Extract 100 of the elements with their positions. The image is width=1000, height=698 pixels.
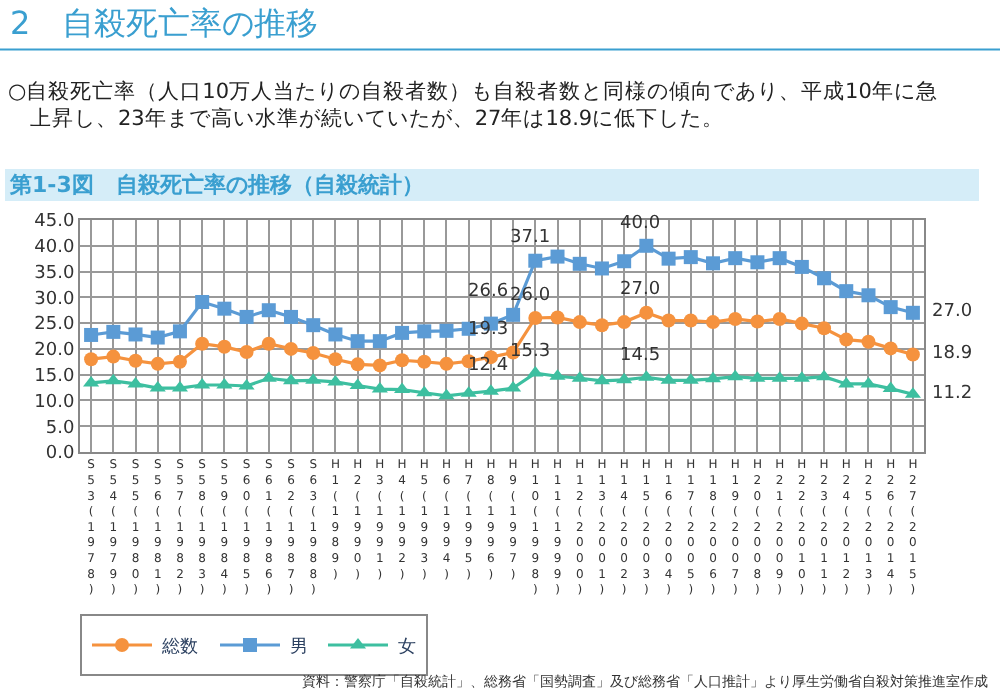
legend-label: 総数 — [160, 636, 198, 659]
point — [172, 324, 187, 339]
point — [572, 315, 587, 330]
point — [639, 305, 654, 320]
point — [195, 294, 210, 309]
point — [195, 336, 210, 351]
point — [883, 341, 898, 356]
point — [683, 250, 698, 265]
point — [772, 311, 787, 326]
point — [439, 356, 454, 371]
point — [106, 349, 121, 364]
point — [84, 327, 99, 342]
y-tick-label: 5.0 — [45, 418, 75, 439]
point — [750, 255, 765, 270]
point — [617, 315, 632, 330]
point — [172, 354, 187, 369]
point — [439, 323, 454, 338]
annotation: 11.2 — [932, 384, 973, 404]
point — [239, 309, 254, 324]
point — [706, 256, 720, 271]
point — [350, 334, 365, 349]
y-tick-label: 20.0 — [34, 341, 75, 362]
point — [905, 347, 920, 362]
point — [327, 374, 344, 386]
point — [550, 249, 565, 264]
point — [839, 332, 854, 347]
y-tick-label: 30.0 — [34, 289, 75, 310]
point — [528, 253, 543, 268]
point — [127, 376, 144, 388]
point — [372, 358, 387, 373]
point — [284, 309, 298, 324]
point — [372, 334, 387, 349]
point — [216, 377, 233, 389]
point — [728, 251, 743, 266]
point — [239, 344, 254, 359]
point — [194, 377, 211, 389]
point — [395, 325, 410, 340]
annotation: 12.4 — [468, 356, 509, 376]
point — [817, 271, 832, 286]
annotation: 14.5 — [620, 346, 661, 366]
point — [861, 288, 876, 303]
point — [882, 381, 899, 393]
point — [728, 311, 743, 326]
point — [84, 352, 99, 367]
annotation: 26.6 — [468, 282, 509, 302]
point — [506, 307, 521, 322]
point — [306, 318, 321, 333]
point — [772, 251, 787, 266]
point — [395, 353, 410, 368]
point — [350, 357, 365, 372]
point — [261, 303, 276, 318]
point — [594, 318, 609, 333]
point — [417, 324, 432, 339]
point — [217, 301, 232, 316]
point — [217, 339, 232, 354]
point — [306, 346, 321, 361]
point — [128, 327, 143, 342]
point — [817, 321, 832, 336]
annotation: 27.0 — [620, 280, 661, 300]
point — [105, 373, 122, 385]
y-tick-label: 35.0 — [34, 263, 75, 284]
point — [616, 372, 633, 384]
point — [83, 375, 100, 387]
y-tick-label: 25.0 — [34, 315, 75, 336]
point — [128, 353, 143, 368]
point — [106, 324, 121, 339]
point — [438, 388, 455, 400]
point — [594, 261, 609, 276]
annotation: 37.1 — [510, 228, 551, 248]
chart-title: 2 自殺死亡率の推移 — [10, 4, 319, 43]
point — [727, 369, 744, 381]
point — [617, 254, 632, 269]
point — [905, 305, 920, 320]
y-tick-label: 10.0 — [34, 392, 75, 413]
legend-label: 女 — [398, 636, 416, 659]
y-tick-label: 0.0 — [45, 444, 75, 465]
chart-subtitle: ○自殺死亡率（人口10万人当たりの自殺者数）も自殺者数と同様の傾向であり、平成10年に急上昇し、23年まで高い水準が続いていたが、27年は18.9に低下した。 — [8, 78, 938, 132]
point — [328, 327, 343, 342]
point — [572, 256, 587, 271]
point — [838, 376, 855, 388]
point — [661, 251, 676, 266]
point — [550, 310, 565, 325]
y-tick-label: 15.0 — [34, 366, 75, 387]
y-tick-label: 45.0 — [34, 212, 75, 233]
point — [794, 259, 809, 274]
point — [150, 356, 165, 371]
point — [416, 385, 433, 397]
point — [417, 354, 432, 369]
point — [328, 352, 343, 367]
annotation: 40.0 — [620, 214, 661, 234]
point — [861, 334, 876, 349]
point — [794, 316, 809, 331]
point — [860, 376, 877, 388]
point — [683, 313, 698, 328]
point — [150, 330, 165, 345]
annotation: 27.0 — [932, 302, 973, 322]
point — [706, 315, 720, 330]
y-tick-label: 40.0 — [34, 238, 75, 259]
point — [750, 314, 765, 329]
annotation: 18.9 — [932, 344, 973, 364]
